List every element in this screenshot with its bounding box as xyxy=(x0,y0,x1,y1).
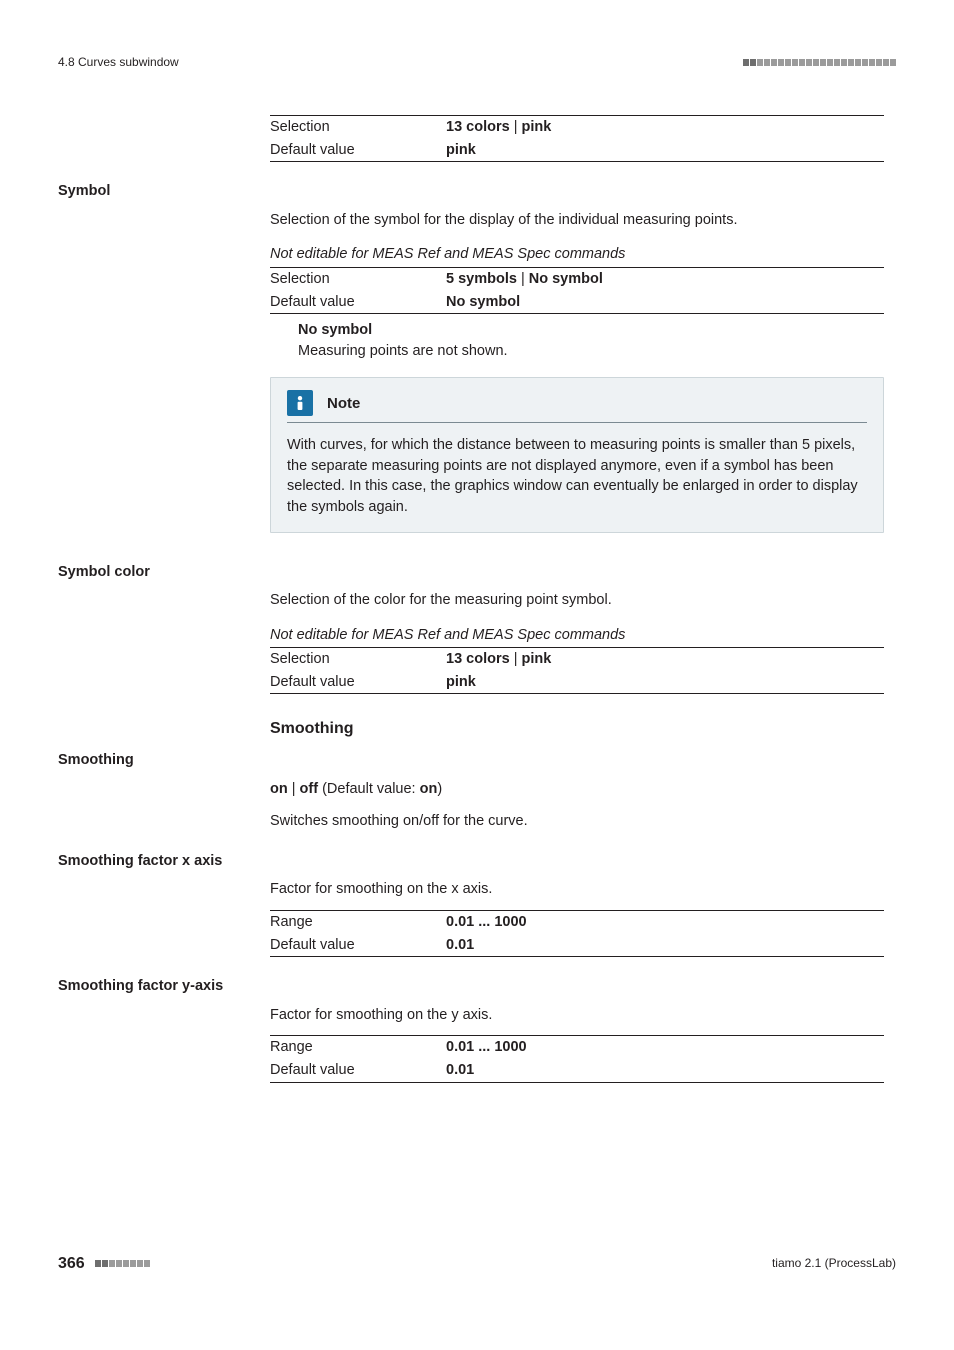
table-value: 5 symbols | No symbol xyxy=(446,269,884,290)
table-key: Default value xyxy=(270,1060,446,1081)
table-key: Default value xyxy=(270,935,446,956)
field-label-symbol-color: Symbol color xyxy=(58,561,270,583)
table-value: No symbol xyxy=(446,292,884,313)
running-head-section: 4.8 Curves subwindow xyxy=(58,54,179,71)
no-symbol-head: No symbol xyxy=(298,320,884,341)
table-key: Default value xyxy=(270,672,446,693)
smoothing-onoff: on | off (Default value: on) xyxy=(270,779,884,800)
no-symbol-block: No symbol Measuring points are not shown… xyxy=(298,320,884,361)
table-row: Default value 0.01 xyxy=(270,934,884,957)
footer-product: tiamo 2.1 (ProcessLab) xyxy=(772,1255,896,1272)
table-key: Selection xyxy=(270,649,446,670)
table-row: Default value pink xyxy=(270,671,884,694)
table-row: Default value pink xyxy=(270,139,884,162)
table-value: 13 colors | pink xyxy=(446,649,884,670)
note-box: Note With curves, for which the distance… xyxy=(270,377,884,532)
table-row: Range 0.01 ... 1000 xyxy=(270,911,884,934)
table-value: 0.01 xyxy=(446,1060,884,1081)
table-key: Selection xyxy=(270,269,446,290)
note-title: Note xyxy=(327,393,360,414)
no-symbol-body: Measuring points are not shown. xyxy=(298,341,884,362)
running-head: 4.8 Curves subwindow xyxy=(58,54,896,71)
field-label-smoothing-x: Smoothing factor x axis xyxy=(58,850,308,872)
top-continuation-table: Selection 13 colors | pink Default value… xyxy=(270,115,884,162)
smoothing-desc: Switches smoothing on/off for the curve. xyxy=(270,811,884,832)
symbol-color-editable-note: Not editable for MEAS Ref and MEAS Spec … xyxy=(270,625,884,646)
table-key: Default value xyxy=(270,140,446,161)
page-number: 366 xyxy=(58,1253,85,1276)
table-row: Selection 13 colors | pink xyxy=(270,116,884,139)
note-body: With curves, for which the distance betw… xyxy=(287,435,867,517)
table-key: Selection xyxy=(270,117,446,138)
table-value: 13 colors | pink xyxy=(446,117,884,138)
smoothing-y-intro: Factor for smoothing on the y axis. xyxy=(270,1005,884,1026)
table-value: 0.01 ... 1000 xyxy=(446,1037,884,1058)
footer-decoration xyxy=(95,1260,150,1267)
table-row: Default value 0.01 xyxy=(270,1059,884,1082)
info-icon xyxy=(287,390,313,416)
field-label-symbol: Symbol xyxy=(58,180,270,202)
table-row: Selection 5 symbols | No symbol xyxy=(270,268,884,291)
table-row: Selection 13 colors | pink xyxy=(270,648,884,671)
smoothing-x-intro: Factor for smoothing on the x axis. xyxy=(270,879,884,900)
symbol-intro: Selection of the symbol for the display … xyxy=(270,210,884,231)
table-key: Range xyxy=(270,1037,446,1058)
field-label-smoothing-y: Smoothing factor y-axis xyxy=(58,975,308,997)
table-value: 0.01 xyxy=(446,935,884,956)
header-decoration xyxy=(743,59,896,66)
table-value: 0.01 ... 1000 xyxy=(446,912,884,933)
page-footer: 366 tiamo 2.1 (ProcessLab) xyxy=(58,1253,896,1276)
table-key: Default value xyxy=(270,292,446,313)
field-label-smoothing: Smoothing xyxy=(58,749,270,771)
table-row: Range 0.01 ... 1000 xyxy=(270,1036,884,1059)
table-key: Range xyxy=(270,912,446,933)
smoothing-section-head: Smoothing xyxy=(270,718,884,741)
table-value: pink xyxy=(446,672,884,693)
table-row: Default value No symbol xyxy=(270,291,884,314)
symbol-color-intro: Selection of the color for the measuring… xyxy=(270,590,884,611)
table-value: pink xyxy=(446,140,884,161)
symbol-editable-note: Not editable for MEAS Ref and MEAS Spec … xyxy=(270,244,884,265)
